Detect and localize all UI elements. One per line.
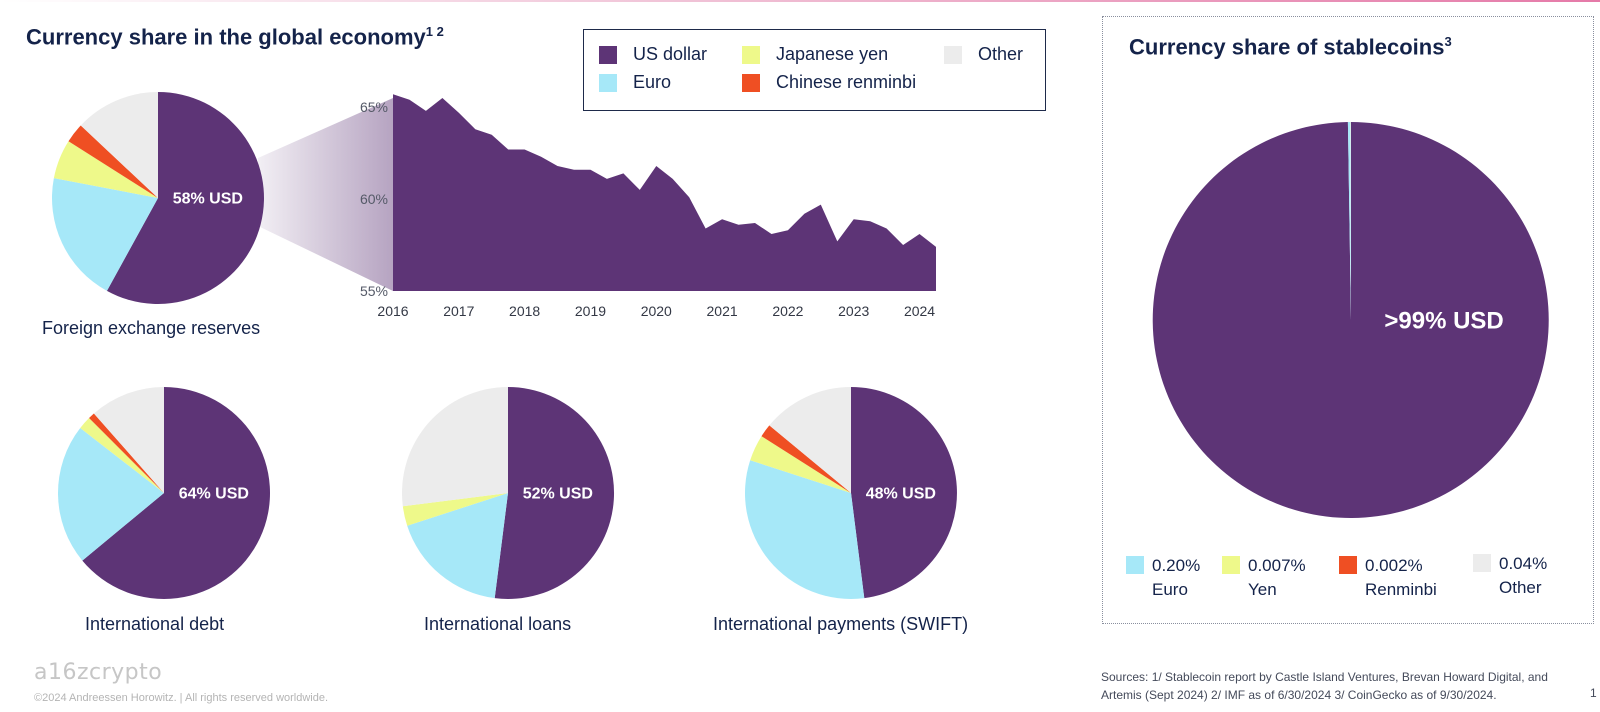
pie-slice-other: [93, 387, 164, 493]
y-tick-label: 65%: [360, 99, 388, 115]
copyright-notice: ©2024 Andreessen Horowitz. | All rights …: [34, 692, 329, 704]
legend-swatch: [1339, 556, 1357, 574]
x-tick-label: 2018: [509, 303, 540, 319]
y-tick-label: 60%: [360, 191, 388, 207]
legend-pct: 0.007%: [1248, 556, 1306, 575]
x-tick-label: 2023: [838, 303, 869, 319]
page-number: 1: [1590, 686, 1597, 700]
pie-slice-other: [80, 92, 158, 198]
pie-slice-euro: [57, 428, 164, 561]
legend-name: Renminbi: [1365, 580, 1437, 599]
pie-slice-japanese-yen: [1350, 121, 1351, 320]
legend-swatch: [599, 73, 617, 92]
legend-swatch: [599, 45, 617, 64]
currency-legend: US dollar Japanese yen Other Euro Chines…: [583, 29, 1046, 111]
pie-slice-other: [1350, 121, 1351, 320]
stablecoin-legend-euro: 0.20% Euro: [1126, 554, 1200, 602]
legend-item-other: Other: [944, 44, 1023, 65]
x-tick-label: 2024: [904, 303, 935, 319]
x-tick-label: 2017: [443, 303, 474, 319]
stablecoin-legend-renminbi: 0.002% Renminbi: [1339, 554, 1437, 602]
legend-name: Other: [1499, 578, 1542, 597]
pie-slice-chinese-renminbi: [1350, 122, 1351, 320]
legend-swatch: [1126, 556, 1144, 574]
stablecoin-legend-other: 0.04% Other: [1473, 552, 1547, 600]
legend-item-japanese-yen: Japanese yen: [742, 44, 888, 65]
legend-item-chinese-renminbi: Chinese renminbi: [742, 72, 916, 93]
x-tick-label: 2016: [377, 303, 408, 319]
pie-slice-japanese-yen: [53, 141, 158, 198]
legend-swatch: [742, 45, 760, 64]
pie-foreign-exchange-reserves: 58% USD: [52, 92, 264, 304]
x-tick-label: 2022: [772, 303, 803, 319]
legend-name: Yen: [1248, 580, 1277, 599]
pie-slice-us-dollar: [851, 387, 957, 599]
legend-item-euro: Euro: [599, 72, 671, 93]
stablecoin-legend-yen: 0.007% Yen: [1222, 554, 1306, 602]
pie-slice-euro: [407, 493, 508, 599]
legend-name: Euro: [1152, 580, 1188, 599]
usd-reserves-share-area-chart: 55% 60% 65% 2016 2017 2018 2019 2020 2021 2022 20…: [360, 94, 936, 319]
pie-center-label: 58% USD: [173, 191, 243, 208]
pie-slice-euro: [745, 460, 865, 599]
pie-slice-japanese-yen: [80, 418, 164, 493]
legend-swatch: [1473, 554, 1491, 572]
pie-center-label: 64% USD: [179, 486, 249, 503]
legend-label: US dollar: [633, 44, 708, 64]
pie-slice-us-dollar: [106, 92, 264, 304]
pie-international-loans: 52% USD: [402, 387, 615, 599]
legend-pct: 0.002%: [1365, 556, 1423, 575]
pie-center-label: >99% USD: [1384, 307, 1503, 334]
pie-slice-other: [402, 387, 508, 507]
sources-footnote: Sources: 1/ Stablecoin report by Castle …: [1101, 670, 1548, 702]
label-foreign-exchange-reserves: Foreign exchange reserves: [42, 318, 261, 338]
x-tick-label: 2019: [575, 303, 606, 319]
pie-slice-chinese-renminbi: [68, 125, 158, 198]
reserves-zoom-connector: [258, 98, 393, 291]
usd-share-area: [393, 94, 936, 291]
main-title: Currency share in the global economy1 2: [26, 24, 444, 50]
legend-label: Other: [978, 44, 1024, 64]
y-tick-label: 55%: [360, 283, 388, 299]
pie-center-label: 52% USD: [523, 486, 593, 503]
pie-slice-japanese-yen: [402, 493, 508, 526]
legend-item-us-dollar: US dollar: [599, 44, 707, 65]
pie-slice-euro: [52, 178, 159, 291]
top-accent-line: [0, 0, 1600, 2]
pie-stablecoins: >99% USD: [1152, 121, 1549, 518]
legend-label: Euro: [633, 72, 672, 92]
pie-international-debt: 64% USD: [57, 387, 271, 599]
pie-slice-us-dollar: [82, 387, 271, 599]
label-international-loans: International loans: [424, 614, 572, 634]
a16z-crypto-logo: a16zcrypto: [34, 660, 163, 685]
pie-slice-euro: [1347, 122, 1351, 320]
pie-center-label: 48% USD: [866, 486, 936, 503]
legend-swatch: [1222, 556, 1240, 574]
pie-slice-chinese-renminbi: [761, 425, 851, 493]
pie-slice-japanese-yen: [750, 436, 851, 493]
legend-pct: 0.04%: [1499, 554, 1548, 573]
legend-pct: 0.20%: [1152, 556, 1201, 575]
legend-swatch: [742, 73, 760, 92]
legend-label: Japanese yen: [776, 44, 889, 64]
stablecoin-panel: [1102, 16, 1594, 624]
legend-swatch: [944, 45, 962, 64]
pie-slice-chinese-renminbi: [89, 413, 164, 493]
pie-international-payments: 48% USD: [745, 387, 957, 599]
label-international-payments: International payments (SWIFT): [713, 614, 969, 634]
x-tick-label: 2021: [707, 303, 738, 319]
pie-slice-us-dollar: [1152, 122, 1549, 518]
x-tick-label: 2020: [641, 303, 672, 319]
stablecoin-title: Currency share of stablecoins3: [1129, 34, 1452, 60]
label-international-debt: International debt: [85, 614, 225, 634]
pie-slice-us-dollar: [494, 387, 615, 599]
legend-label: Chinese renminbi: [776, 72, 917, 92]
pie-slice-other: [769, 387, 851, 493]
